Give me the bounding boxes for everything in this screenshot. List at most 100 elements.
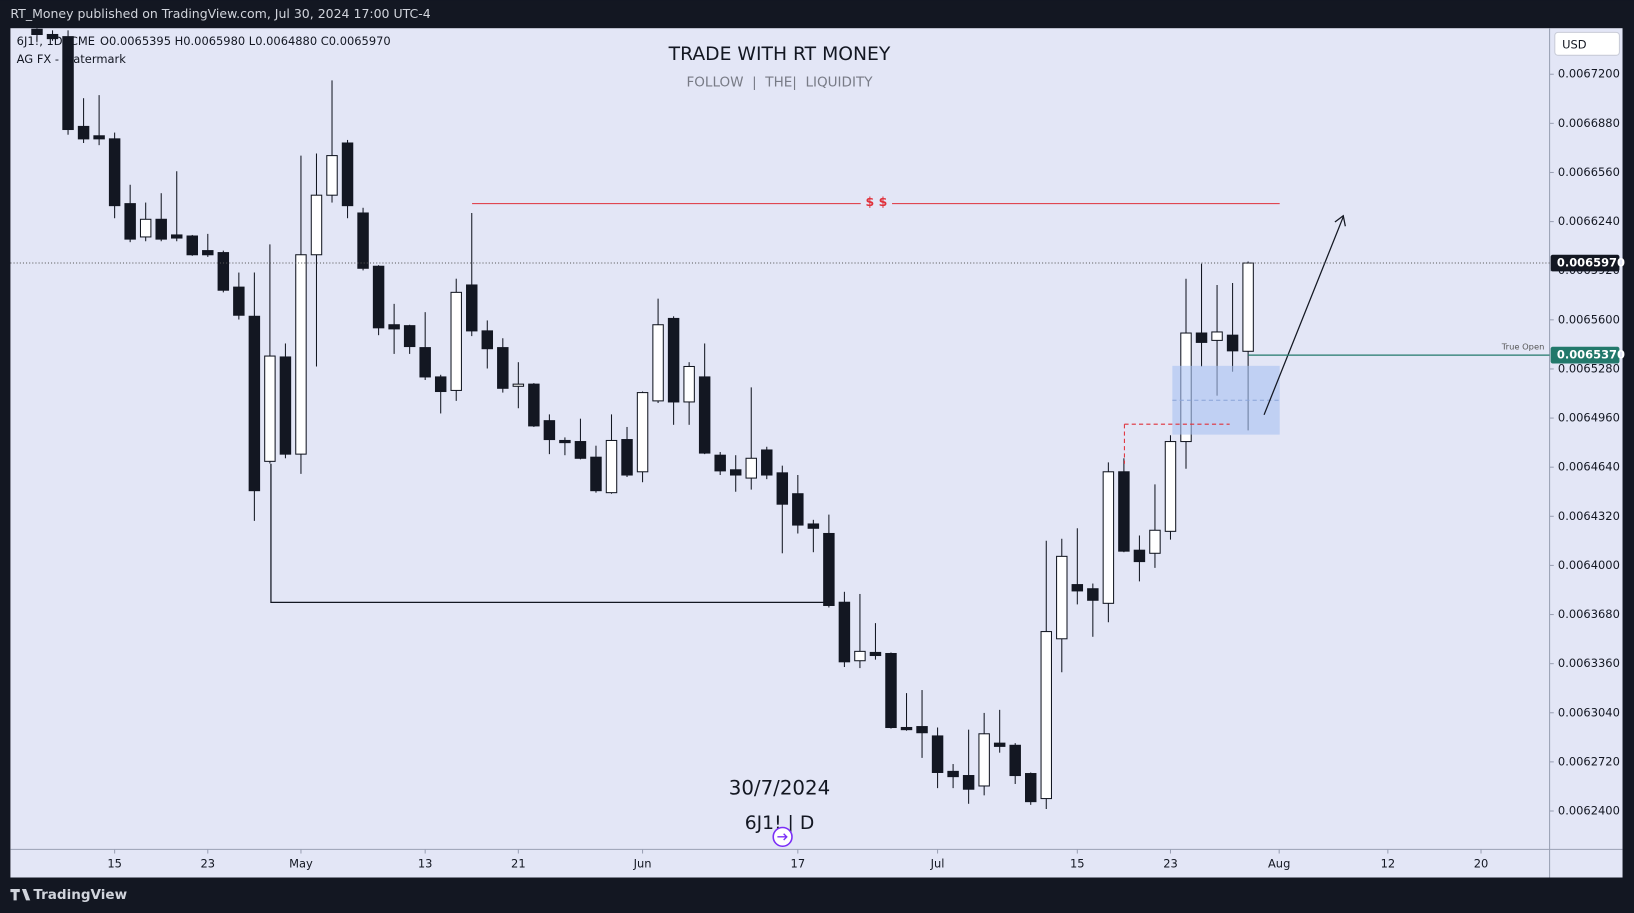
x-tick-label: 23 [1163,856,1178,870]
candle-body [93,135,105,140]
candle-body [466,284,478,332]
x-tick-label: 20 [1474,856,1489,870]
y-tick-label: 0.0066240 [1558,214,1620,228]
watermark-subtitle: FOLLOW | THE| LIQUIDITY [686,74,873,90]
candle-body [497,347,509,389]
candle-body [729,469,742,476]
candle-body [947,770,959,778]
watermark-title: TRADE WITH RT MONEY [668,44,891,65]
x-tick-label: 12 [1381,856,1396,870]
candle-body [636,392,649,473]
x-tick-label: Jun [633,856,652,870]
y-tick-label: 0.0063680 [1558,607,1620,621]
candle-body [481,330,494,350]
candle-body [1118,471,1130,552]
candle-body [652,324,664,402]
true-open-name: True Open [1501,341,1545,351]
candle-body [31,28,43,36]
x-tick-label: 15 [1070,856,1085,870]
y-tick-label: 0.0063360 [1558,656,1620,670]
candle-body [838,601,851,663]
candle-body [1164,441,1177,532]
true-open-label: 0.0065370 [1557,348,1625,362]
y-tick-label: 0.0062720 [1558,754,1620,768]
last-price-box [1550,254,1620,272]
candle-body [326,155,338,196]
candle-body [1071,584,1084,592]
candle-body [605,439,618,494]
liquidity-label: $ $ [866,194,888,209]
candle-body [108,138,121,207]
plot: $ $ [31,28,1280,810]
candle-body [823,532,835,606]
candle-body [139,218,152,238]
candle-body [279,356,292,455]
candle-body [186,235,198,256]
x-tick-label: May [289,856,313,870]
candle-body [46,33,59,40]
candle-body [124,203,136,240]
watermark-symbol: 6J1! | D [745,813,815,834]
candle-body [574,441,587,459]
indicator-legend: AG FX - Watermark [17,52,127,66]
y-tick-label: 0.0067200 [1558,67,1620,81]
candle-body [1040,631,1052,800]
tv-logo [10,888,31,901]
symbol-legend: 6J1!, 1D, CME [17,34,95,48]
currency-box[interactable] [1554,31,1620,56]
candle-body [854,650,866,662]
x-tick-label: 23 [201,856,216,870]
candle-body [714,454,726,472]
candle-body [171,234,183,239]
arrow-line [1263,216,1344,416]
candle-body [1195,332,1208,343]
candle-body [807,523,820,529]
published-info: RT_Money published on TradingView.com, J… [10,6,430,21]
candle-body [434,376,447,393]
y-tick-label: 0.0064320 [1558,509,1620,523]
candle-body [62,36,74,131]
x-tick-label: Aug [1268,856,1290,870]
y-tick-label: 0.0064000 [1558,558,1620,572]
y-tick-label: 0.0066880 [1558,116,1620,130]
arrow-head [1334,214,1346,227]
candle-body [916,726,928,734]
x-tick-label: 15 [107,856,122,870]
y-tick-label: 0.0065600 [1558,312,1620,326]
event-icon-arrow [777,833,788,841]
candle-body [512,383,525,387]
watermark-date: 30/7/2024 [729,776,830,799]
candle-body [1211,331,1223,341]
candle-body [885,652,897,729]
candle-body [388,324,400,330]
candle-body [217,252,230,291]
candle-body [745,457,757,479]
y-tick-label: 0.0064960 [1558,411,1620,425]
range-line [270,463,834,604]
candle-body [372,265,385,329]
candle-body [1025,773,1037,803]
x-tick-label: 21 [511,856,526,870]
true-open-box [1550,346,1620,364]
candle-body [1009,744,1021,777]
candle-body [310,194,323,256]
candle-body [419,347,431,378]
candle-body [155,218,167,240]
candle-body [900,726,913,731]
candle-body [1133,549,1146,563]
candle-body [403,325,416,348]
x-tick-label: Jul [930,856,945,870]
x-tick-label: 17 [791,856,806,870]
candle-body [962,775,975,790]
candle-body [1226,334,1239,352]
candle-body [202,250,214,256]
candle-body [698,376,711,454]
candle-body [761,449,773,476]
candle-body [792,493,804,526]
candle-body [357,212,369,269]
candle-body [931,735,944,773]
candle-body [776,472,789,505]
y-tick-label: 0.0062400 [1558,803,1620,817]
candle-body [869,651,882,657]
